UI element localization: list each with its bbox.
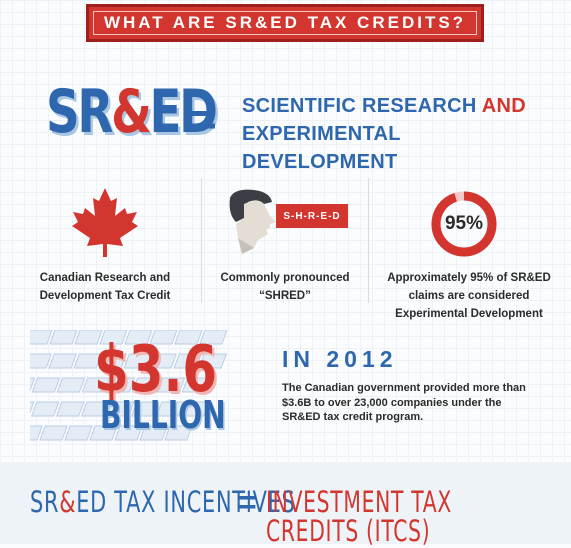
maple-leaf-icon xyxy=(72,188,138,257)
footer-left-text: SR&ED TAX INCENTIVES xyxy=(30,485,296,519)
person-speaking-icon xyxy=(229,189,276,254)
equals-sign: = xyxy=(190,93,217,145)
money-bills-decoration xyxy=(30,330,228,441)
percent-label: 95% xyxy=(444,213,484,234)
sred-definition: SCIENTIFIC RESEARCH AND EXPERIMENTAL DEV… xyxy=(242,95,526,173)
footer-right-text: INVESTMENT TAX CREDITS (ITCS) xyxy=(266,485,452,548)
footer-band xyxy=(0,462,571,544)
funding-description: The Canadian government provided more th… xyxy=(282,382,526,423)
col1-caption: Canadian Research and Development Tax Cr… xyxy=(39,272,171,302)
col3-caption: Approximately 95% of SR&ED claims are co… xyxy=(387,272,551,320)
column-divider xyxy=(368,178,369,303)
footer-equals: = xyxy=(238,484,257,520)
col2-caption: Commonly pronounced “SHRED” xyxy=(220,272,350,302)
funding-unit: BILLION xyxy=(100,393,226,437)
title-banner: WHAT ARE SR&ED TAX CREDITS? xyxy=(86,4,484,42)
page-title: WHAT ARE SR&ED TAX CREDITS? xyxy=(103,13,467,32)
sred-logo: SR&ED xyxy=(46,77,218,147)
year-heading: IN 2012 xyxy=(282,346,398,372)
percent-ring-icon xyxy=(431,191,497,257)
funding-amount: $3.6 xyxy=(94,333,218,407)
shred-speech-tag: S-H-R-E-D xyxy=(276,204,348,228)
column-divider xyxy=(201,178,202,303)
